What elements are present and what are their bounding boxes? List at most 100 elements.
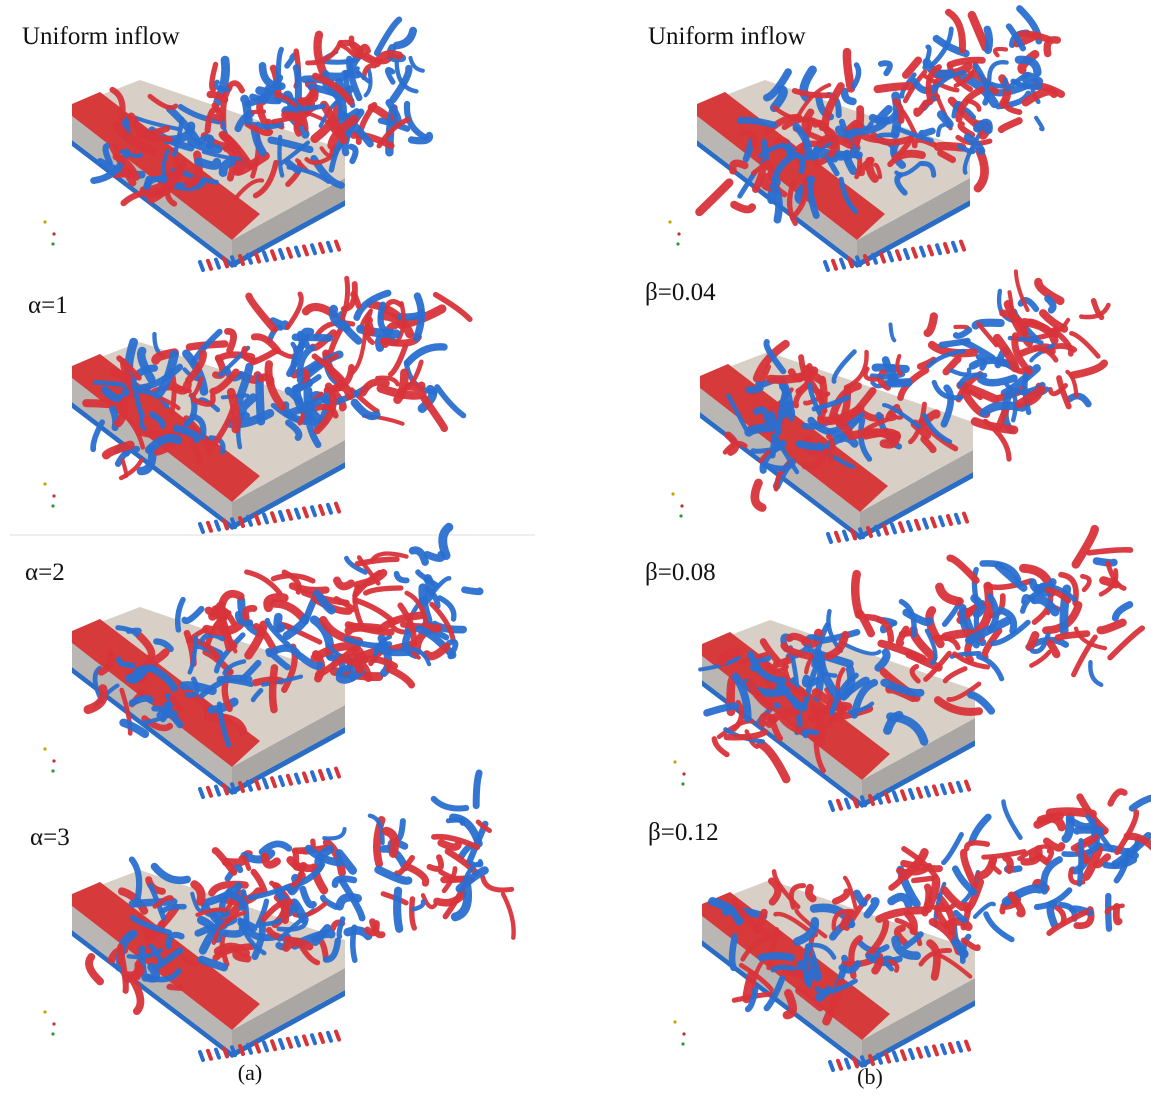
fringe: [868, 528, 871, 536]
fringe: [240, 518, 243, 526]
panel-label: β=0.04: [645, 279, 716, 306]
vortex: [942, 341, 968, 345]
fringe: [846, 800, 849, 808]
fringe: [873, 255, 876, 263]
fringe: [945, 244, 948, 252]
vortex: [734, 205, 752, 210]
fringe: [910, 790, 913, 798]
fringe: [296, 1038, 299, 1046]
fringe: [926, 788, 929, 796]
vortex: [199, 162, 217, 166]
axis-triad: [671, 492, 674, 495]
fringe: [336, 242, 339, 250]
vortex: [278, 49, 281, 87]
axis-triad: [52, 494, 55, 497]
fringe: [304, 246, 307, 254]
vortex: [132, 698, 151, 703]
vortex: [86, 403, 120, 405]
vortex: [368, 320, 371, 332]
fringe: [304, 1036, 307, 1044]
axis-triad: [51, 769, 54, 772]
fringe: [894, 792, 897, 800]
vortex: [800, 444, 830, 448]
fringe: [280, 512, 283, 520]
fringe: [921, 248, 924, 256]
vortex: [955, 327, 967, 328]
fringe: [248, 517, 251, 525]
axis-triad: [43, 1010, 46, 1013]
vortex: [914, 878, 933, 881]
fringe: [216, 1050, 219, 1058]
fringe: [264, 252, 267, 260]
vortex: [465, 590, 481, 592]
vortex: [1066, 817, 1070, 839]
fringe: [320, 771, 323, 779]
vortex: [1097, 561, 1114, 563]
fringe: [248, 1045, 251, 1053]
fringe: [966, 1042, 969, 1050]
fringe: [336, 504, 339, 512]
fringe: [312, 245, 315, 253]
fringe: [232, 1047, 235, 1055]
fringe: [312, 772, 315, 780]
fringe: [916, 521, 919, 529]
fringe: [961, 242, 964, 250]
fringe: [908, 522, 911, 530]
fringe: [913, 249, 916, 257]
axis-triad: [673, 760, 676, 763]
fringe: [224, 785, 227, 793]
vortex: [296, 68, 298, 110]
vortex: [878, 86, 910, 89]
axis-triad: [681, 782, 684, 785]
fringe: [288, 511, 291, 519]
vortex: [847, 52, 851, 88]
fringe: [836, 533, 839, 541]
fringe: [240, 1046, 243, 1054]
vortex: [129, 630, 140, 631]
page: Uniform inflowα=1α=2α=3(a)Uniform inflow…: [0, 0, 1151, 1097]
fringe: [312, 507, 315, 515]
fringe: [926, 1048, 929, 1056]
vortex: [896, 154, 922, 158]
vortex: [855, 574, 859, 615]
fringe: [948, 516, 951, 524]
fringe: [248, 255, 251, 263]
fringe: [208, 1051, 211, 1059]
fringe: [844, 532, 847, 540]
vortex: [1025, 76, 1039, 82]
fringe: [878, 1055, 881, 1063]
vortex: [1058, 634, 1087, 638]
fringe: [889, 252, 892, 260]
axis-triad: [677, 232, 680, 235]
axis-triad: [43, 220, 46, 223]
vortex: [749, 427, 772, 432]
fringe: [280, 777, 283, 785]
fringe: [918, 789, 921, 797]
fringe: [934, 786, 937, 794]
axis-triad: [51, 242, 54, 245]
fringe: [320, 1034, 323, 1042]
fringe: [224, 258, 227, 266]
vortex: [876, 368, 906, 369]
fringe: [838, 1061, 841, 1069]
fringe: [865, 256, 868, 264]
fringe: [328, 770, 331, 778]
fringe: [240, 783, 243, 791]
fringe: [905, 250, 908, 258]
vortex: [133, 902, 174, 904]
fringe: [328, 505, 331, 513]
fringe: [966, 782, 969, 790]
fringe: [216, 787, 219, 795]
panel-label: Uniform inflow: [648, 23, 806, 50]
fringe: [838, 801, 841, 809]
fringe: [256, 1044, 259, 1052]
axis-triad: [43, 747, 46, 750]
fringe: [854, 798, 857, 806]
fringe: [304, 773, 307, 781]
fringe: [929, 246, 932, 254]
fringe: [256, 254, 259, 262]
vortex: [412, 899, 415, 928]
fringe: [924, 520, 927, 528]
fringe: [876, 527, 879, 535]
panel-label: β=0.08: [645, 559, 716, 586]
